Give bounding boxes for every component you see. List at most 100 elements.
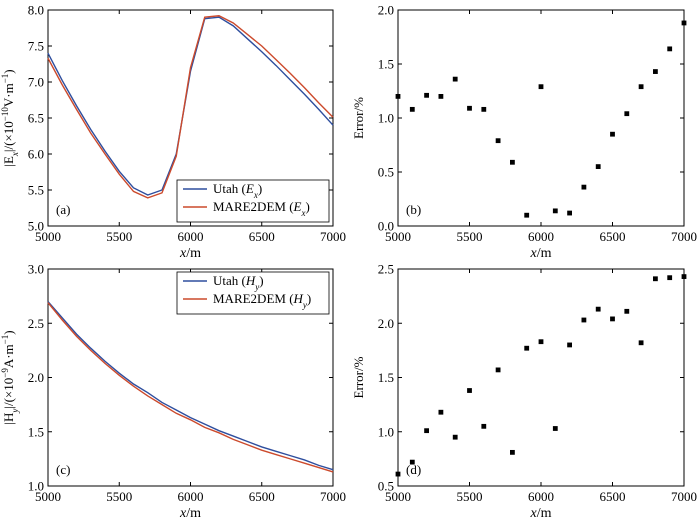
- series-line-mare2dem: [47, 15, 334, 199]
- legend-box: [176, 271, 330, 315]
- y-tick-label: 0.0: [378, 219, 394, 234]
- data-point: [510, 449, 515, 455]
- panel-a: 5000 5500 6000 6500 7000 5.0 5.5 6.0 6.5 7.0 7.5 8.…: [0, 3, 346, 262]
- y-tick-label: 2.0: [378, 3, 394, 18]
- x-tick-label: 5500: [457, 229, 483, 244]
- data-point: [624, 111, 630, 117]
- x-tick-label: 5000: [35, 489, 61, 504]
- data-point: [595, 164, 601, 169]
- y-tick-label: 2.0: [378, 316, 394, 331]
- legend: Utah (Ex)MARE2DEM (Ex): [176, 179, 330, 223]
- data-point: [610, 316, 615, 322]
- y-tick-label: 1.5: [378, 370, 394, 385]
- x-tick-label: 6500: [249, 229, 275, 244]
- legend: Utah (Hy)MARE2DEM (Hy): [176, 271, 330, 315]
- data-point: [452, 434, 458, 440]
- panel-d: 5000 5500 6000 6500 7000 0.5 1.0 1.5 2.0 2.5 x/m Er…: [351, 262, 697, 522]
- y-tick-label: 7.0: [28, 75, 44, 90]
- data-point: [452, 76, 458, 82]
- y-tick-label: 2.5: [378, 262, 394, 277]
- data-point: [638, 84, 644, 90]
- x-tick-label: 6000: [528, 229, 554, 244]
- data-point: [581, 317, 587, 323]
- y-tick-label: 7.5: [28, 39, 44, 54]
- panel-b: 5000 5500 6000 6500 7000 0.0 0.5 1.0 1.5 2.0 x/m Er…: [351, 3, 697, 262]
- y-tick-label: 0.5: [378, 165, 394, 180]
- data-point: [467, 388, 472, 393]
- x-tick-label: 7000: [671, 489, 697, 504]
- data-point: [481, 106, 487, 112]
- x-tick-label: 5000: [35, 229, 61, 244]
- data-point: [581, 184, 587, 190]
- y-tick-label: 0.5: [378, 479, 394, 494]
- data-point: [653, 69, 658, 74]
- panel-label: (a): [56, 202, 70, 217]
- y-tick-label: 6.0: [28, 147, 44, 162]
- y-tick-label: 2.0: [28, 370, 44, 385]
- x-tick-label: 6000: [528, 489, 554, 504]
- legend-entry: Utah (Hy): [213, 273, 264, 292]
- data-point: [395, 471, 401, 477]
- x-tick-label: 5500: [106, 489, 132, 504]
- data-point: [538, 339, 544, 345]
- data-point: [638, 340, 644, 346]
- data-point: [409, 106, 415, 112]
- x-tick-label: 5000: [385, 229, 411, 244]
- data-point: [624, 308, 630, 314]
- x-tick-label: 5500: [457, 489, 483, 504]
- x-axis-label: x/m: [179, 246, 201, 261]
- legend-entry: MARE2DEM (Ex): [213, 199, 310, 218]
- data-point: [538, 84, 544, 90]
- x-tick-label: 5500: [106, 229, 132, 244]
- data-point: [667, 275, 673, 281]
- y-tick-label: 3.0: [28, 262, 44, 277]
- x-tick-label: 6500: [600, 489, 626, 504]
- data-point: [481, 423, 487, 429]
- data-point: [681, 274, 687, 279]
- y-tick-label: 1.0: [378, 424, 394, 439]
- legend-entry: Utah (Ex): [213, 181, 262, 200]
- y-tick-label: 5.5: [28, 183, 44, 198]
- x-tick-label: 7000: [320, 229, 346, 244]
- x-tick-label: 6500: [249, 489, 275, 504]
- data-point: [667, 46, 673, 52]
- legend-entry: MARE2DEM (Hy): [213, 291, 311, 310]
- data-point: [681, 20, 687, 26]
- data-point: [552, 426, 558, 431]
- y-axis-label: |Hy|/(×10−9A·m−1): [0, 330, 20, 424]
- y-axis-label: Error/%: [351, 97, 366, 139]
- data-point: [424, 92, 429, 98]
- panel-label: (b): [406, 202, 421, 217]
- data-point: [510, 159, 515, 165]
- y-tick-label: 1.5: [378, 57, 394, 72]
- data-point: [567, 210, 572, 216]
- y-tick-label: 5.0: [28, 219, 44, 234]
- x-tick-label: 6500: [600, 229, 626, 244]
- y-axis-label: |Ex|/(×10−10V·m−1): [0, 69, 20, 166]
- data-point: [424, 428, 429, 434]
- panel-label: (d): [406, 462, 421, 477]
- data-point: [409, 459, 415, 465]
- x-axis-label: x/m: [530, 506, 552, 521]
- x-axis-label: x/m: [530, 246, 552, 261]
- y-axis-label: Error/%: [351, 356, 366, 398]
- data-point: [595, 306, 601, 312]
- y-tick-label: 8.0: [28, 3, 44, 18]
- panel-label: (c): [56, 462, 70, 477]
- x-tick-label: 7000: [671, 229, 697, 244]
- y-tick-label: 1.5: [28, 424, 44, 439]
- data-point: [524, 345, 530, 351]
- legend-box: [176, 179, 330, 223]
- x-tick-label: 6000: [178, 229, 204, 244]
- data-point: [567, 342, 572, 348]
- data-point: [438, 94, 444, 99]
- x-tick-label: 7000: [320, 489, 346, 504]
- data-point: [552, 208, 558, 214]
- data-point: [467, 105, 472, 111]
- series-line-utah: [47, 301, 334, 471]
- data-point: [610, 131, 615, 137]
- axes-frame: [397, 268, 685, 487]
- panel-c: 5000 5500 6000 6500 7000 1.0 1.5 2.0 2.5 3.0 x/m |H…: [0, 262, 346, 522]
- data-point: [653, 276, 658, 282]
